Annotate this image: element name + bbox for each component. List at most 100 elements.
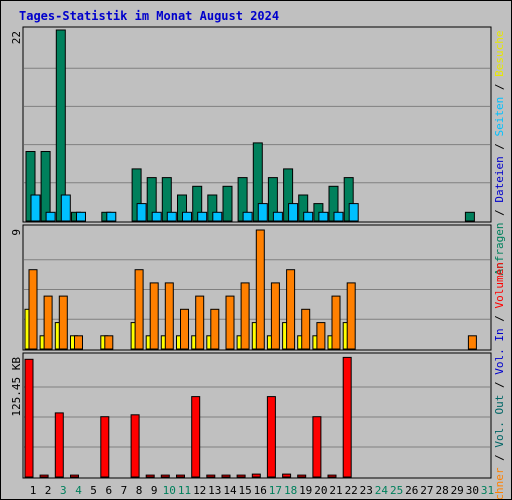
legend-entry: /: [493, 448, 506, 468]
legend-entry: /: [493, 203, 506, 223]
bar-seiten-day-8: [136, 203, 147, 222]
legend-entry: Besuche: [493, 30, 506, 76]
legend-entry: Vol. In: [493, 328, 506, 374]
bar-seiten-day-20: [318, 211, 329, 222]
bar-volumen-day-18: [282, 473, 292, 478]
bar-volumen-day-11: [176, 474, 185, 478]
bar-volumen-day-16: [251, 473, 261, 478]
bar-seiten-day-11: [182, 211, 192, 222]
x-tick-label: 20: [314, 484, 327, 497]
x-tick-label: 31: [481, 484, 494, 497]
x-tick-label: 11: [178, 484, 191, 497]
bar-anfragen-day-14: [222, 185, 233, 222]
bar-seiten-day-19: [303, 211, 314, 222]
x-tick-label: 25: [390, 484, 403, 497]
x-tick-label: 15: [238, 484, 251, 497]
bar-anfragen-day-2: [40, 151, 51, 222]
bar-rechner-day-21: [331, 295, 341, 350]
bar-seiten-day-21: [333, 211, 344, 222]
x-tick-label: 23: [360, 484, 373, 497]
bar-rechner-day-9: [149, 282, 159, 350]
x-tick-label: 21: [329, 484, 342, 497]
bar-volumen-day-17: [266, 396, 276, 478]
bar-volumen-day-3: [54, 412, 64, 478]
bar-volumen-day-4: [70, 474, 79, 478]
bar-seiten-day-17: [272, 211, 283, 222]
bars: [24, 29, 477, 478]
bar-rechner-day-19: [301, 308, 311, 350]
x-tick-label: 13: [208, 484, 221, 497]
x-tick-label: 29: [451, 484, 464, 497]
legend-entry: Volumen: [493, 262, 506, 308]
x-tick-label: 14: [223, 484, 237, 497]
bar-volumen-day-21: [327, 474, 337, 478]
axis-max-label: 9: [10, 229, 23, 236]
bar-rechner-day-16: [255, 229, 265, 350]
x-tick-label: 19: [299, 484, 312, 497]
legend-entry: /: [493, 136, 506, 156]
bar-seiten-day-22: [348, 203, 359, 222]
bar-anfragen-day-30: [464, 211, 475, 222]
x-tick-label: 12: [193, 484, 206, 497]
x-tick-label: 22: [345, 484, 358, 497]
legend-bottom: Rechner / Vol. Out / Vol. In / Volumen: [493, 262, 506, 499]
legend-entry: Seiten: [493, 97, 506, 137]
bar-seiten-day-10: [166, 211, 177, 222]
bar-rechner-day-30: [467, 335, 477, 350]
x-tick-label: 9: [151, 484, 158, 497]
axis-max-label: 22: [10, 31, 23, 44]
x-tick-label: 30: [466, 484, 479, 497]
bar-volumen-day-10: [160, 474, 170, 478]
bar-rechner-day-11: [180, 308, 189, 350]
bar-rechner-day-3: [58, 295, 68, 350]
legend-entry: Rechner: [493, 467, 506, 499]
x-tick-label: 28: [435, 484, 448, 497]
bar-rechner-day-8: [134, 269, 144, 350]
bar-anfragen-day-3: [55, 29, 66, 222]
chart-title: Tages-Statistik im Monat August 2024: [19, 9, 280, 23]
bar-rechner-day-13: [210, 308, 220, 350]
bar-seiten-day-15: [242, 211, 253, 222]
x-tick-label: 18: [284, 484, 297, 497]
volume-plot-area: [22, 352, 492, 479]
bar-rechner-day-10: [164, 282, 174, 350]
x-tick-label: 7: [121, 484, 128, 497]
bar-seiten-day-2: [45, 211, 56, 222]
x-tick-label: 2: [45, 484, 52, 497]
x-tick-label: 16: [254, 484, 267, 497]
bar-seiten-day-16: [257, 203, 268, 222]
x-tick-label: 5: [90, 484, 97, 497]
x-tick-label: 26: [405, 484, 418, 497]
bar-seiten-day-13: [212, 211, 223, 222]
bar-rechner-day-4: [74, 335, 83, 350]
axis-max-label: 125.45 KB: [10, 357, 23, 417]
bar-volumen-day-2: [39, 474, 49, 478]
bar-seiten-day-18: [288, 203, 299, 222]
x-tick-label: 17: [269, 484, 282, 497]
x-tick-label: 1: [30, 484, 37, 497]
bar-volumen-day-15: [236, 474, 246, 478]
legend-entry: Vol. Out: [493, 395, 506, 448]
bar-volumen-day-19: [297, 474, 307, 478]
x-tick-label: 8: [136, 484, 143, 497]
bar-volumen-day-20: [312, 416, 322, 478]
legend-entry: /: [493, 77, 506, 97]
x-tick-label: 24: [375, 484, 389, 497]
bar-volumen-day-13: [206, 474, 216, 478]
x-tick-label: 27: [420, 484, 433, 497]
legend-entry: Dateien: [493, 156, 506, 202]
bar-rechner-day-22: [346, 282, 356, 350]
legend-entry: /: [493, 309, 506, 329]
bar-volumen-day-1: [24, 358, 34, 478]
x-tick-label: 6: [105, 484, 112, 497]
bar-rechner-day-18: [286, 269, 296, 350]
x-tick-label: 10: [163, 484, 176, 497]
bar-volumen-day-22: [342, 356, 352, 478]
bar-rechner-day-17: [270, 282, 280, 350]
bar-seiten-day-1: [30, 194, 41, 222]
x-tick-label: 4: [75, 484, 82, 497]
bar-volumen-day-9: [145, 474, 155, 478]
bar-seiten-day-6: [106, 211, 117, 222]
